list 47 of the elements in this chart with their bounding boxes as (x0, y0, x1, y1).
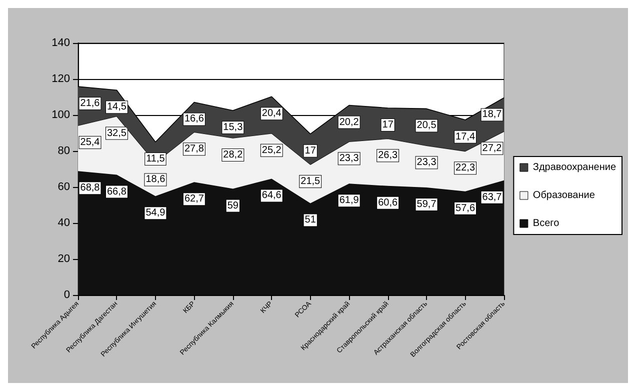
data-label: 64,6 (262, 190, 282, 202)
data-label: 17 (304, 145, 316, 156)
data-label: 17,4 (456, 131, 476, 142)
data-label: 21,6 (80, 98, 100, 110)
data-label: 51 (304, 214, 316, 226)
data-label: 28,2 (223, 150, 244, 161)
data-label: 27,2 (482, 142, 502, 154)
data-label: 20,2 (339, 116, 360, 128)
data-label: 21,5 (300, 176, 321, 187)
data-label: 25,2 (262, 144, 282, 156)
data-label: 26,3 (378, 150, 398, 162)
data-label: 23,3 (416, 157, 437, 168)
legend-label: Здравоохранение (532, 162, 616, 173)
data-label: 32,5 (106, 128, 127, 139)
data-label: 25,4 (80, 136, 100, 148)
y-tick-label: 20 (58, 253, 70, 265)
data-label: 60,6 (378, 197, 398, 208)
data-label: 59,7 (416, 199, 437, 210)
y-tick-label: 140 (52, 37, 70, 49)
y-tick-label: 60 (58, 181, 70, 193)
y-tick-label: 100 (52, 109, 70, 121)
data-label: 63,7 (482, 192, 502, 203)
data-label: 18,6 (146, 174, 166, 186)
data-label: 66,8 (106, 186, 127, 198)
data-label: 17 (382, 119, 394, 130)
data-label: 57,6 (456, 202, 476, 214)
data-label: 20,4 (262, 108, 282, 120)
data-label: 23,3 (339, 153, 360, 164)
data-label: 20,5 (416, 120, 437, 132)
y-tick-label: 120 (52, 73, 70, 85)
y-tick-label: 80 (58, 145, 70, 157)
legend-label: Образование (532, 190, 596, 201)
data-label: 16,6 (184, 114, 204, 125)
y-tick-label: 40 (58, 217, 70, 229)
data-label: 15,3 (223, 122, 244, 133)
data-label: 14,5 (106, 102, 127, 113)
data-label: 62,7 (184, 194, 204, 205)
data-label: 22,3 (456, 162, 476, 174)
data-label: 54,9 (146, 208, 166, 219)
legend-label: Всего (532, 218, 560, 229)
data-label: 11,5 (146, 154, 166, 164)
data-label: 61,9 (339, 195, 360, 206)
y-tick-label: 0 (64, 289, 70, 301)
data-label: 27,8 (184, 144, 204, 155)
data-label: 68,8 (80, 182, 100, 194)
data-label: 59 (227, 200, 239, 212)
data-label: 18,7 (482, 109, 502, 120)
